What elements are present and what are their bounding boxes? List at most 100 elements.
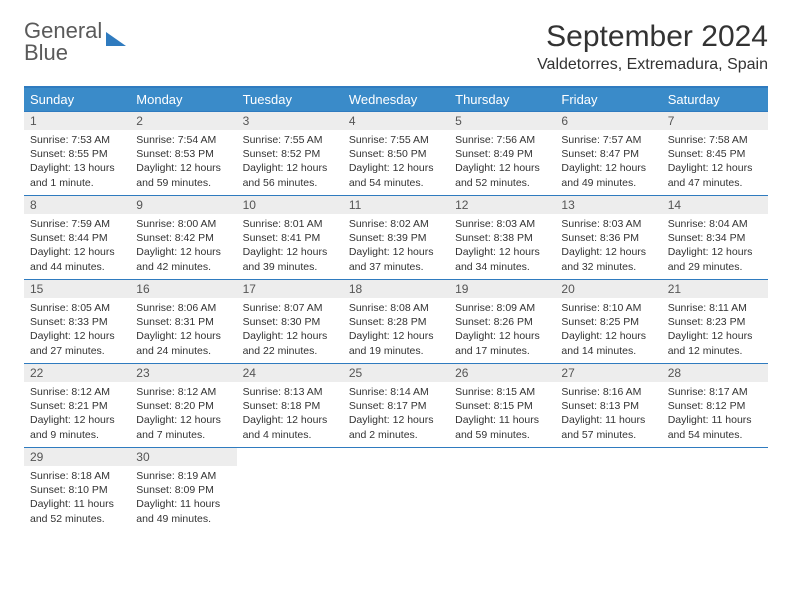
day-daylight: Daylight: 12 hours and 47 minutes. — [668, 161, 762, 189]
calendar-day-cell: 11Sunrise: 8:02 AMSunset: 8:39 PMDayligh… — [343, 196, 449, 280]
day-number: 28 — [662, 364, 768, 382]
day-number: 20 — [555, 280, 661, 298]
day-sunrise: Sunrise: 7:58 AM — [668, 133, 762, 147]
day-body: Sunrise: 7:57 AMSunset: 8:47 PMDaylight:… — [555, 130, 661, 194]
calendar-day-cell: 21Sunrise: 8:11 AMSunset: 8:23 PMDayligh… — [662, 280, 768, 364]
day-sunrise: Sunrise: 8:15 AM — [455, 385, 549, 399]
day-sunrise: Sunrise: 8:05 AM — [30, 301, 124, 315]
day-body: Sunrise: 8:02 AMSunset: 8:39 PMDaylight:… — [343, 214, 449, 278]
day-daylight: Daylight: 12 hours and 14 minutes. — [561, 329, 655, 357]
day-number: 9 — [130, 196, 236, 214]
logo-triangle-icon — [106, 32, 126, 46]
day-sunset: Sunset: 8:31 PM — [136, 315, 230, 329]
day-number: 16 — [130, 280, 236, 298]
calendar-day-cell — [555, 448, 661, 532]
day-sunrise: Sunrise: 8:04 AM — [668, 217, 762, 231]
day-body: Sunrise: 8:03 AMSunset: 8:36 PMDaylight:… — [555, 214, 661, 278]
calendar-header-row: Sunday Monday Tuesday Wednesday Thursday… — [24, 87, 768, 112]
day-number: 2 — [130, 112, 236, 130]
calendar-day-cell — [662, 448, 768, 532]
calendar-day-cell: 15Sunrise: 8:05 AMSunset: 8:33 PMDayligh… — [24, 280, 130, 364]
calendar-day-cell: 14Sunrise: 8:04 AMSunset: 8:34 PMDayligh… — [662, 196, 768, 280]
day-sunrise: Sunrise: 8:01 AM — [243, 217, 337, 231]
logo-text-top: General — [24, 20, 102, 42]
day-body: Sunrise: 8:06 AMSunset: 8:31 PMDaylight:… — [130, 298, 236, 362]
day-body: Sunrise: 8:00 AMSunset: 8:42 PMDaylight:… — [130, 214, 236, 278]
day-daylight: Daylight: 12 hours and 56 minutes. — [243, 161, 337, 189]
location: Valdetorres, Extremadura, Spain — [537, 56, 768, 74]
day-sunrise: Sunrise: 8:13 AM — [243, 385, 337, 399]
day-daylight: Daylight: 12 hours and 52 minutes. — [455, 161, 549, 189]
day-sunrise: Sunrise: 8:18 AM — [30, 469, 124, 483]
day-body: Sunrise: 8:04 AMSunset: 8:34 PMDaylight:… — [662, 214, 768, 278]
day-sunrise: Sunrise: 8:12 AM — [30, 385, 124, 399]
day-body: Sunrise: 8:09 AMSunset: 8:26 PMDaylight:… — [449, 298, 555, 362]
calendar-day-cell: 22Sunrise: 8:12 AMSunset: 8:21 PMDayligh… — [24, 364, 130, 448]
day-daylight: Daylight: 11 hours and 59 minutes. — [455, 413, 549, 441]
day-number: 29 — [24, 448, 130, 466]
day-sunset: Sunset: 8:23 PM — [668, 315, 762, 329]
day-sunset: Sunset: 8:15 PM — [455, 399, 549, 413]
day-body: Sunrise: 8:15 AMSunset: 8:15 PMDaylight:… — [449, 382, 555, 446]
day-number: 30 — [130, 448, 236, 466]
day-sunrise: Sunrise: 8:12 AM — [136, 385, 230, 399]
day-sunset: Sunset: 8:49 PM — [455, 147, 549, 161]
day-body: Sunrise: 7:59 AMSunset: 8:44 PMDaylight:… — [24, 214, 130, 278]
day-sunset: Sunset: 8:47 PM — [561, 147, 655, 161]
weekday-header: Wednesday — [343, 87, 449, 112]
day-sunrise: Sunrise: 8:16 AM — [561, 385, 655, 399]
day-sunrise: Sunrise: 7:54 AM — [136, 133, 230, 147]
day-daylight: Daylight: 12 hours and 32 minutes. — [561, 245, 655, 273]
day-daylight: Daylight: 11 hours and 52 minutes. — [30, 497, 124, 525]
day-sunset: Sunset: 8:13 PM — [561, 399, 655, 413]
calendar-day-cell: 20Sunrise: 8:10 AMSunset: 8:25 PMDayligh… — [555, 280, 661, 364]
calendar-week-row: 22Sunrise: 8:12 AMSunset: 8:21 PMDayligh… — [24, 364, 768, 448]
day-sunset: Sunset: 8:38 PM — [455, 231, 549, 245]
day-number: 5 — [449, 112, 555, 130]
day-number: 21 — [662, 280, 768, 298]
day-body: Sunrise: 8:19 AMSunset: 8:09 PMDaylight:… — [130, 466, 236, 530]
calendar-week-row: 8Sunrise: 7:59 AMSunset: 8:44 PMDaylight… — [24, 196, 768, 280]
day-body: Sunrise: 8:07 AMSunset: 8:30 PMDaylight:… — [237, 298, 343, 362]
day-body: Sunrise: 8:03 AMSunset: 8:38 PMDaylight:… — [449, 214, 555, 278]
day-number: 3 — [237, 112, 343, 130]
day-number: 26 — [449, 364, 555, 382]
day-sunset: Sunset: 8:25 PM — [561, 315, 655, 329]
day-sunrise: Sunrise: 8:07 AM — [243, 301, 337, 315]
day-number: 8 — [24, 196, 130, 214]
day-daylight: Daylight: 13 hours and 1 minute. — [30, 161, 124, 189]
day-number: 1 — [24, 112, 130, 130]
calendar-day-cell: 18Sunrise: 8:08 AMSunset: 8:28 PMDayligh… — [343, 280, 449, 364]
day-number: 17 — [237, 280, 343, 298]
calendar-day-cell: 30Sunrise: 8:19 AMSunset: 8:09 PMDayligh… — [130, 448, 236, 532]
calendar-day-cell: 12Sunrise: 8:03 AMSunset: 8:38 PMDayligh… — [449, 196, 555, 280]
day-body: Sunrise: 7:55 AMSunset: 8:50 PMDaylight:… — [343, 130, 449, 194]
day-daylight: Daylight: 12 hours and 19 minutes. — [349, 329, 443, 357]
day-sunrise: Sunrise: 7:53 AM — [30, 133, 124, 147]
day-daylight: Daylight: 12 hours and 34 minutes. — [455, 245, 549, 273]
day-body: Sunrise: 8:18 AMSunset: 8:10 PMDaylight:… — [24, 466, 130, 530]
calendar-day-cell: 10Sunrise: 8:01 AMSunset: 8:41 PMDayligh… — [237, 196, 343, 280]
day-sunrise: Sunrise: 8:03 AM — [455, 217, 549, 231]
day-sunrise: Sunrise: 7:55 AM — [243, 133, 337, 147]
day-sunrise: Sunrise: 8:17 AM — [668, 385, 762, 399]
day-daylight: Daylight: 12 hours and 12 minutes. — [668, 329, 762, 357]
day-daylight: Daylight: 11 hours and 54 minutes. — [668, 413, 762, 441]
day-sunset: Sunset: 8:42 PM — [136, 231, 230, 245]
day-number: 25 — [343, 364, 449, 382]
day-daylight: Daylight: 12 hours and 9 minutes. — [30, 413, 124, 441]
day-sunset: Sunset: 8:55 PM — [30, 147, 124, 161]
calendar-body: 1Sunrise: 7:53 AMSunset: 8:55 PMDaylight… — [24, 112, 768, 532]
day-daylight: Daylight: 12 hours and 27 minutes. — [30, 329, 124, 357]
calendar-week-row: 15Sunrise: 8:05 AMSunset: 8:33 PMDayligh… — [24, 280, 768, 364]
title-block: September 2024 Valdetorres, Extremadura,… — [537, 20, 768, 74]
day-body: Sunrise: 8:11 AMSunset: 8:23 PMDaylight:… — [662, 298, 768, 362]
calendar-day-cell — [343, 448, 449, 532]
day-number: 23 — [130, 364, 236, 382]
day-body: Sunrise: 8:08 AMSunset: 8:28 PMDaylight:… — [343, 298, 449, 362]
day-daylight: Daylight: 12 hours and 42 minutes. — [136, 245, 230, 273]
day-body: Sunrise: 8:12 AMSunset: 8:20 PMDaylight:… — [130, 382, 236, 446]
weekday-header: Monday — [130, 87, 236, 112]
calendar-day-cell: 25Sunrise: 8:14 AMSunset: 8:17 PMDayligh… — [343, 364, 449, 448]
day-body: Sunrise: 8:05 AMSunset: 8:33 PMDaylight:… — [24, 298, 130, 362]
